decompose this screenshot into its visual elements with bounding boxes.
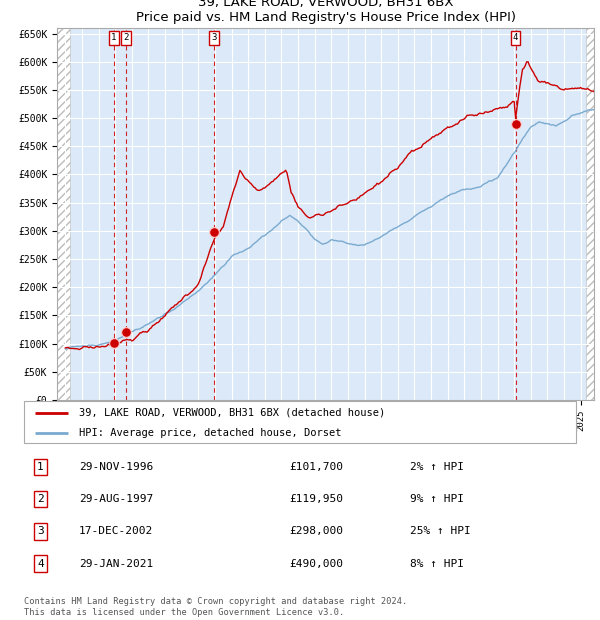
Text: 29-NOV-1996: 29-NOV-1996 <box>79 462 154 472</box>
Text: £101,700: £101,700 <box>289 462 343 472</box>
Text: 2: 2 <box>124 33 129 43</box>
Text: 25% ↑ HPI: 25% ↑ HPI <box>410 526 471 536</box>
Text: 17-DEC-2002: 17-DEC-2002 <box>79 526 154 536</box>
Text: 3: 3 <box>212 33 217 43</box>
Text: 29-AUG-1997: 29-AUG-1997 <box>79 494 154 504</box>
Text: 29-JAN-2021: 29-JAN-2021 <box>79 559 154 569</box>
Text: 9% ↑ HPI: 9% ↑ HPI <box>410 494 464 504</box>
Text: 1: 1 <box>111 33 116 43</box>
Text: £298,000: £298,000 <box>289 526 343 536</box>
Text: 8% ↑ HPI: 8% ↑ HPI <box>410 559 464 569</box>
Text: 3: 3 <box>37 526 44 536</box>
Text: 4: 4 <box>37 559 44 569</box>
Text: HPI: Average price, detached house, Dorset: HPI: Average price, detached house, Dors… <box>79 428 342 438</box>
Text: £119,950: £119,950 <box>289 494 343 504</box>
Text: Contains HM Land Registry data © Crown copyright and database right 2024.
This d: Contains HM Land Registry data © Crown c… <box>24 598 407 617</box>
Text: 39, LAKE ROAD, VERWOOD, BH31 6BX (detached house): 39, LAKE ROAD, VERWOOD, BH31 6BX (detach… <box>79 408 385 418</box>
Text: 4: 4 <box>513 33 518 43</box>
Bar <box>57 28 70 400</box>
Text: 2: 2 <box>37 494 44 504</box>
Title: 39, LAKE ROAD, VERWOOD, BH31 6BX
Price paid vs. HM Land Registry's House Price I: 39, LAKE ROAD, VERWOOD, BH31 6BX Price p… <box>136 0 515 24</box>
Text: 1: 1 <box>37 462 44 472</box>
Text: 2% ↑ HPI: 2% ↑ HPI <box>410 462 464 472</box>
FancyBboxPatch shape <box>24 401 576 443</box>
Text: £490,000: £490,000 <box>289 559 343 569</box>
Bar <box>586 28 594 400</box>
